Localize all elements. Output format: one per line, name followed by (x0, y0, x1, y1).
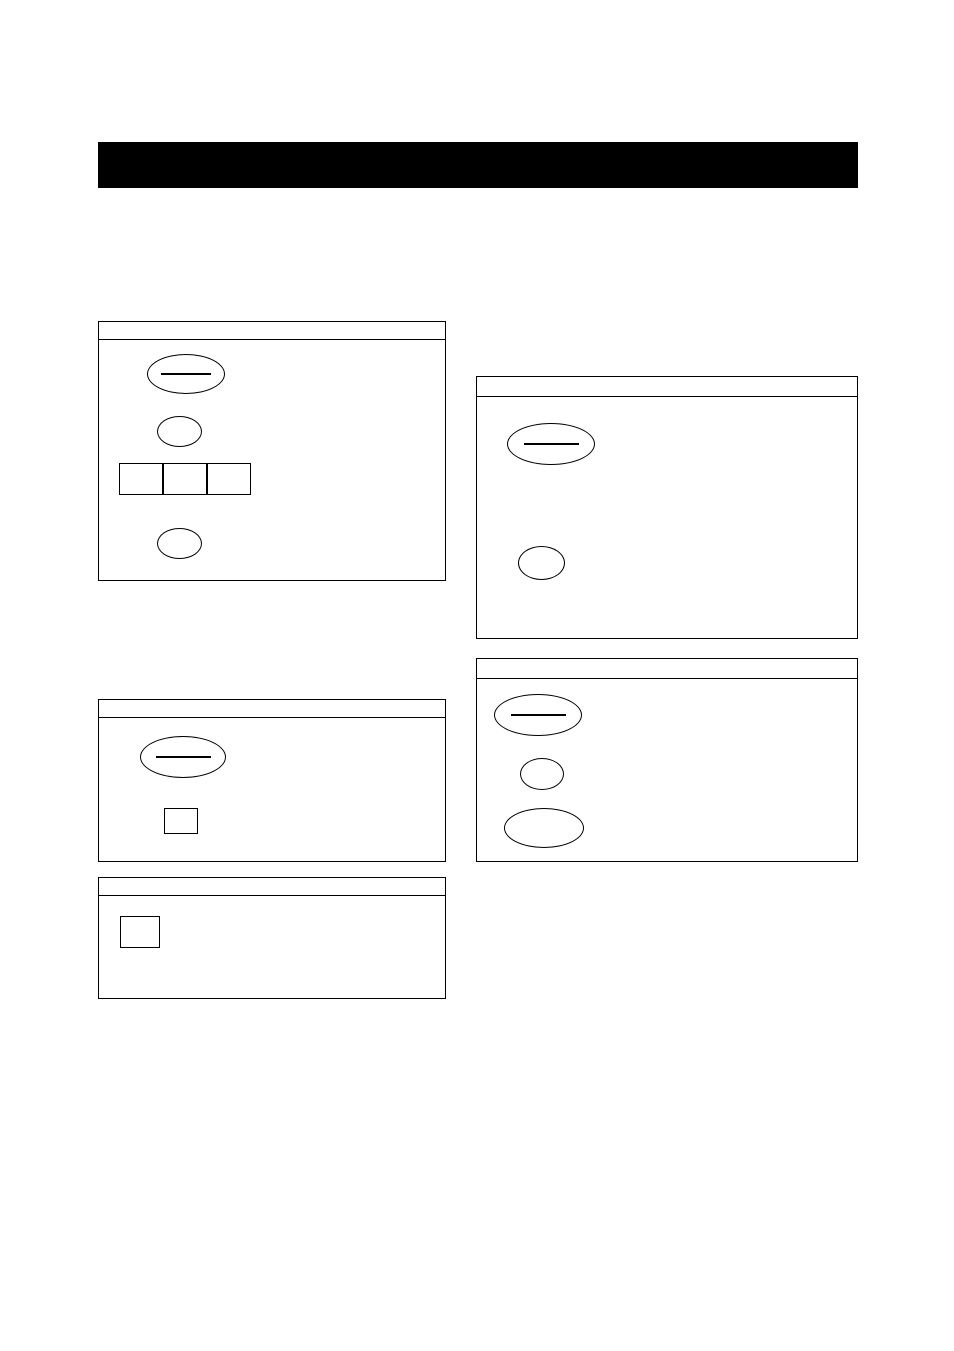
panel-e-ellipse-1-line (511, 714, 566, 716)
panel-e-header (477, 659, 857, 679)
panel-e-ellipse-1 (494, 694, 582, 736)
panel-a-ellipse-1 (147, 354, 225, 394)
panel-a-rect-3 (207, 463, 251, 495)
panel-a-ellipse-3 (157, 528, 202, 559)
panel-b (98, 699, 446, 862)
header-black-bar (98, 142, 858, 188)
panel-a-rect-2 (163, 463, 207, 495)
panel-e-ellipse-3 (504, 808, 584, 848)
panel-a-ellipse-2 (157, 416, 202, 447)
panel-b-ellipse-1 (140, 736, 226, 778)
panel-a-header (99, 322, 445, 340)
panel-a-ellipse-1-line (161, 373, 211, 375)
panel-a-rect-1 (119, 463, 163, 495)
panel-a (98, 321, 446, 581)
panel-b-rect-1 (164, 808, 198, 834)
panel-d-ellipse-1-line (524, 443, 579, 445)
panel-b-ellipse-1-line (156, 756, 211, 758)
panel-d-ellipse-1 (507, 423, 595, 465)
panel-d (476, 376, 858, 639)
panel-e-ellipse-2 (520, 758, 564, 790)
panel-d-ellipse-2 (518, 546, 565, 580)
panel-d-header (477, 377, 857, 397)
panel-c-rect-1 (120, 916, 160, 948)
panel-b-header (99, 700, 445, 718)
panel-c-header (99, 878, 445, 896)
